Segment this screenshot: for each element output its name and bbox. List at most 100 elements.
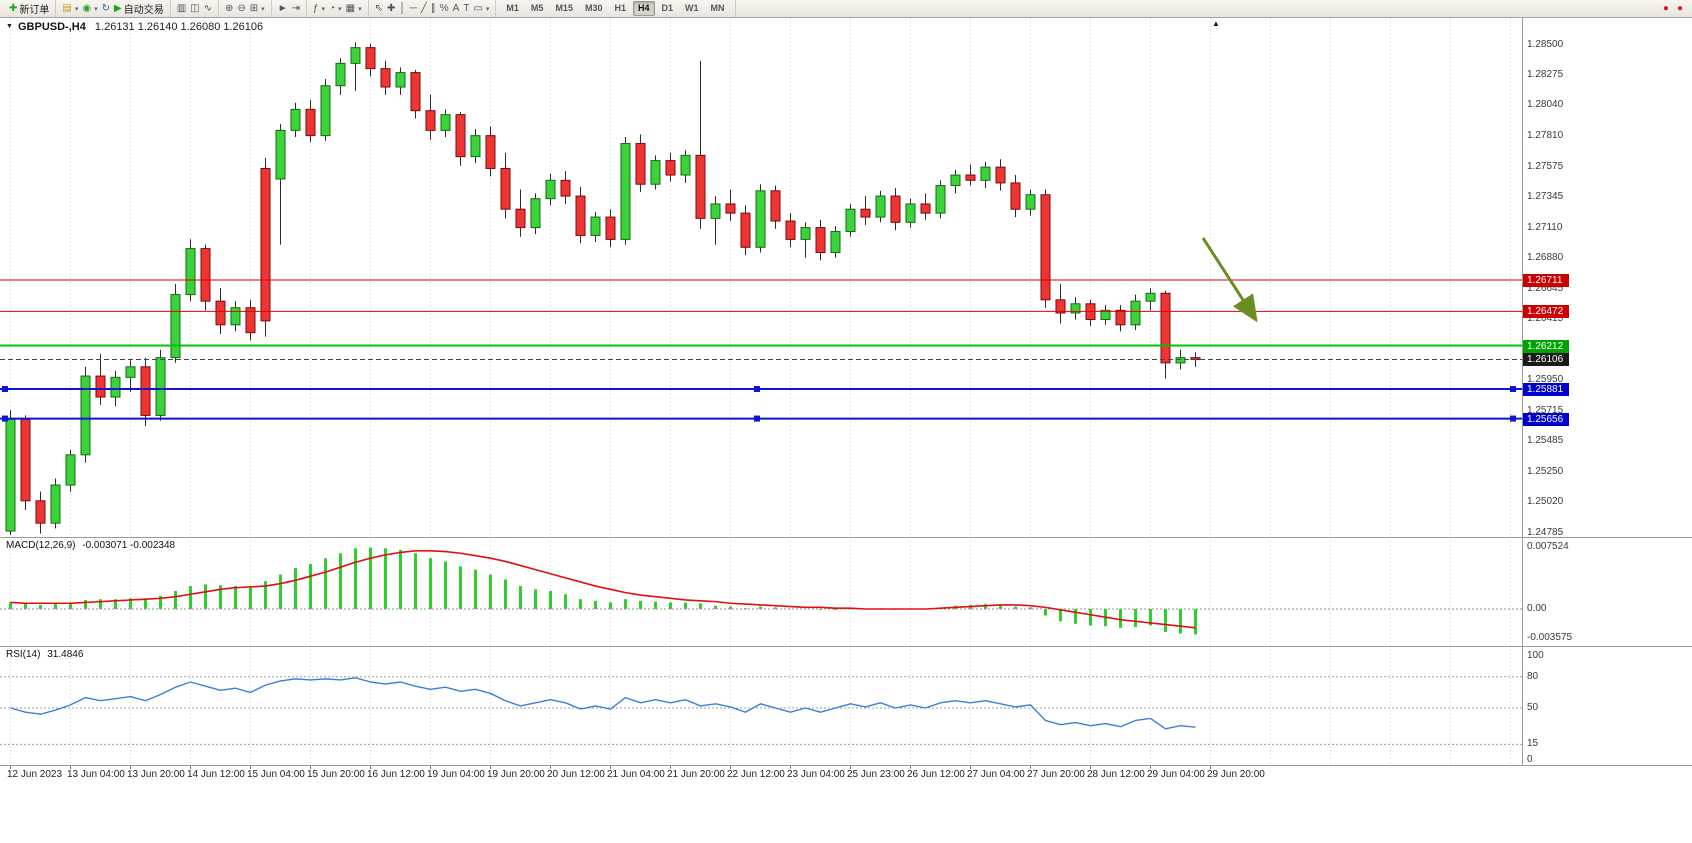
toolbar-group: ✚ 新订单 <box>3 0 57 17</box>
tile-windows-button[interactable]: ⊞ ▾ <box>248 1 267 16</box>
notifications-button[interactable]: ● <box>1675 1 1685 16</box>
chart-shift-button[interactable]: ⇥ <box>290 1 302 16</box>
timeframe-m30-button[interactable]: M30 <box>584 3 603 13</box>
autotrading-button[interactable]: ▶ 自动交易 <box>112 1 166 17</box>
panel-separator <box>0 765 1692 766</box>
panel-separator[interactable] <box>0 646 1692 647</box>
refresh-button[interactable]: ↻ <box>100 1 112 16</box>
community-button[interactable]: ● <box>1661 1 1671 16</box>
zoom-out-button[interactable]: ⊖ <box>235 1 247 16</box>
rsi-axis-label: 50 <box>1527 702 1539 713</box>
indicators-button[interactable]: ƒ ▾ <box>311 1 327 16</box>
time-tick <box>910 765 911 769</box>
templates-button[interactable]: ▦ ▾ <box>344 1 364 16</box>
new-chart-icon: ▤ <box>62 2 72 14</box>
time-label: 14 Jun 12:00 <box>187 769 245 780</box>
timeframe-h1-button[interactable]: H1 <box>614 3 626 13</box>
symbol-timeframe-label: GBPUSD-,H4 <box>18 21 86 33</box>
zoom-in-button[interactable]: ⊕ <box>223 1 235 16</box>
profiles-button[interactable]: ◉ ▾ <box>80 1 99 16</box>
crosshair-button[interactable]: ✚ <box>385 1 397 16</box>
timeframe-m5-button[interactable]: M5 <box>530 3 544 13</box>
time-tick <box>850 765 851 769</box>
price-shift-marker[interactable]: ▲ <box>1212 19 1220 28</box>
time-tick <box>670 765 671 769</box>
autotrading-button-label: 自动交易 <box>123 5 164 16</box>
time-label: 13 Jun 04:00 <box>67 769 125 780</box>
rsi-indicator-panel[interactable] <box>0 646 1522 765</box>
price-tick: 1.25485 <box>1527 435 1564 447</box>
fibonacci-button[interactable]: % <box>438 1 451 16</box>
time-tick <box>1030 765 1031 769</box>
channel-icon: ∥ <box>430 2 436 14</box>
trendline-icon: ╱ <box>420 2 427 14</box>
time-label: 23 Jun 04:00 <box>787 769 845 780</box>
horizontal-line-button[interactable]: ─ <box>408 1 419 16</box>
dropdown-caret-icon: ▾ <box>358 5 362 13</box>
toolbar-right: ● ● <box>1661 1 1689 16</box>
label-button[interactable]: T <box>461 1 471 16</box>
macd-label: MACD(12,26,9) -0.003071 -0.002348 <box>6 540 175 551</box>
timeframe-m1-button[interactable]: M1 <box>506 3 519 13</box>
time-tick <box>310 765 311 769</box>
autoscroll-button[interactable]: ► <box>276 1 290 16</box>
line-chart-button[interactable]: ∿ <box>202 1 214 16</box>
time-tick <box>730 765 731 769</box>
candlestick-chart[interactable] <box>0 18 1522 537</box>
timeframe-mn-button[interactable]: MN <box>710 3 725 13</box>
rsi-axis-label: 15 <box>1527 738 1539 750</box>
dropdown-caret-icon: ▾ <box>94 5 98 13</box>
periods-button[interactable]: ◔ ▾ <box>327 1 344 16</box>
time-tick <box>70 765 71 769</box>
text-button[interactable]: A <box>451 1 462 16</box>
time-tick <box>370 765 371 769</box>
time-tick <box>790 765 791 769</box>
price-tick: 1.25950 <box>1527 373 1564 385</box>
panel-separator[interactable] <box>0 537 1692 538</box>
candlestick-chart-button[interactable]: ◫ <box>188 1 201 16</box>
vertical-line-button[interactable]: │ <box>397 1 407 16</box>
time-label: 21 Jun 04:00 <box>607 769 665 780</box>
time-label: 20 Jun 12:00 <box>547 769 605 780</box>
timeframe-h4-button[interactable]: H4 <box>632 1 655 16</box>
support-line-blue-upper-tag: 1.25881 <box>1523 383 1569 397</box>
bar-chart-button[interactable]: ▥ <box>175 1 188 16</box>
rsi-name: RSI(14) <box>6 649 41 660</box>
toolbar-group: ▥ ◫ ∿ <box>171 0 219 17</box>
price-tick: 1.28040 <box>1527 99 1564 111</box>
line-chart-icon: ∿ <box>203 2 212 14</box>
dropdown-caret-icon: ▾ <box>74 5 79 13</box>
cursor-button[interactable]: ⇖ <box>373 1 385 16</box>
periods-icon: ◔ <box>329 2 336 14</box>
channel-button[interactable]: ∥ <box>429 1 438 16</box>
time-label: 22 Jun 12:00 <box>727 769 785 780</box>
time-label: 13 Jun 20:00 <box>127 769 185 780</box>
macd-axis-label: 0.00 <box>1527 603 1547 614</box>
cursor-icon: ⇖ <box>374 2 383 14</box>
time-label: 21 Jun 20:00 <box>667 769 725 780</box>
macd-indicator-panel[interactable] <box>0 537 1522 646</box>
time-tick <box>550 765 551 769</box>
support-line-blue-lower-tag: 1.25656 <box>1523 412 1569 426</box>
candles-group <box>5 42 1201 535</box>
objects-collapse-icon[interactable]: ▼ <box>6 23 13 30</box>
timeframe-m15-button[interactable]: M15 <box>555 3 573 13</box>
toolbar: ✚ 新订单 ▤ ▾ ◉ ▾ ↻ ▶ 自动交易 ▥ ◫ ∿ ⊕ ⊖ ⊞ ▾ ► ⇥ ƒ ▾ ◔ ▾ ▦ ▾ ⇖ ✚ │ ─ ╱ ∥% A T ▭ ▾… <box>0 0 1692 18</box>
time-label: 19 Jun 04:00 <box>427 769 485 780</box>
trendline-button[interactable]: ╱ <box>419 1 429 16</box>
time-label: 27 Jun 04:00 <box>967 769 1025 780</box>
new-order-icon: ✚ <box>9 2 18 14</box>
timeframe-w1-button[interactable]: W1 <box>685 3 699 13</box>
fibonacci-icon: % <box>439 2 449 14</box>
new-chart-button[interactable]: ▤ ▾ <box>60 1 80 16</box>
time-label: 19 Jun 20:00 <box>487 769 545 780</box>
new-order-button[interactable]: ✚ 新订单 <box>7 1 51 17</box>
timeframe-d1-button[interactable]: D1 <box>661 3 674 13</box>
profiles-icon: ◉ <box>82 2 92 14</box>
price-tick: 1.27110 <box>1527 221 1563 233</box>
shapes-button[interactable]: ▭ ▾ <box>471 1 491 16</box>
time-tick <box>1210 765 1211 769</box>
time-tick <box>10 765 11 769</box>
price-tick: 1.28500 <box>1527 39 1564 50</box>
